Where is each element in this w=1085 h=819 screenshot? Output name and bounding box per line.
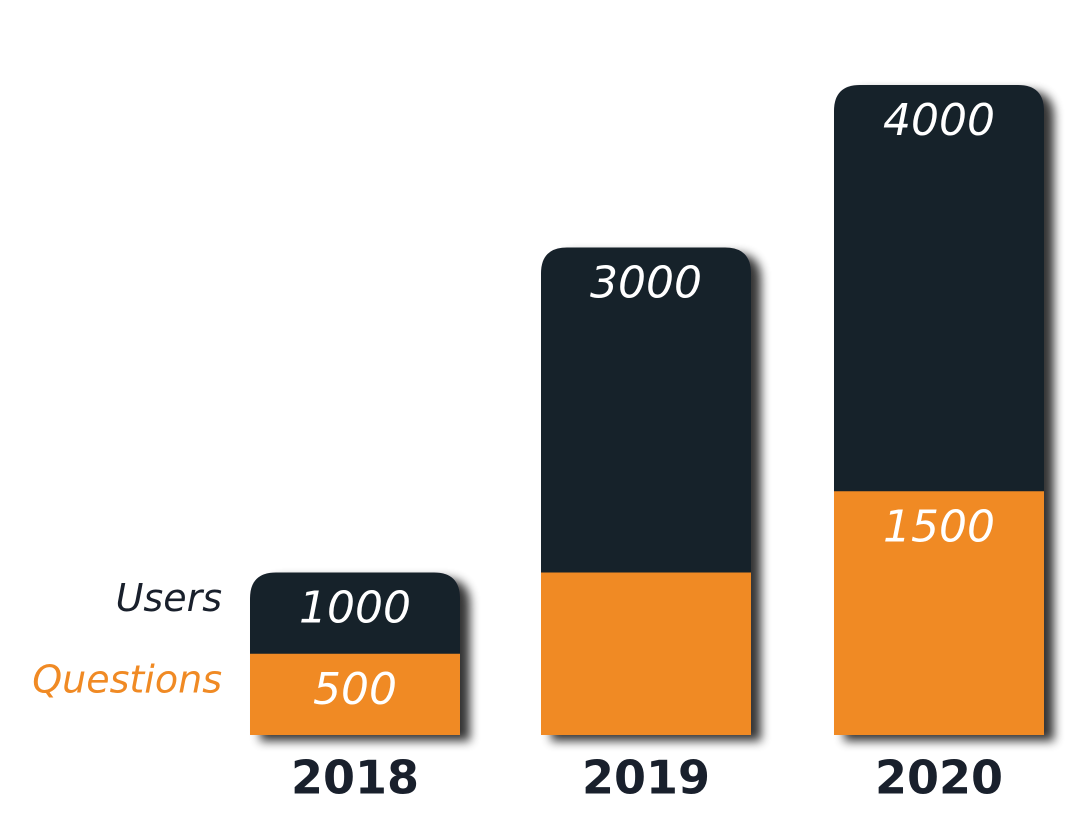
bar (834, 491, 1044, 735)
value-label: 1000 (299, 583, 411, 634)
value-label: 4000 (883, 95, 995, 146)
bar (250, 653, 460, 735)
x-tick-label: 2019 (582, 751, 710, 805)
legend-label: Users (116, 576, 222, 620)
value-label: 3000 (590, 258, 702, 309)
x-tick-label: 2018 (291, 751, 419, 805)
bar (541, 572, 751, 735)
legend-label: Questions (32, 657, 222, 701)
x-tick-label: 2020 (875, 751, 1003, 805)
value-label: 500 (313, 664, 397, 715)
value-label: 1500 (883, 501, 995, 552)
